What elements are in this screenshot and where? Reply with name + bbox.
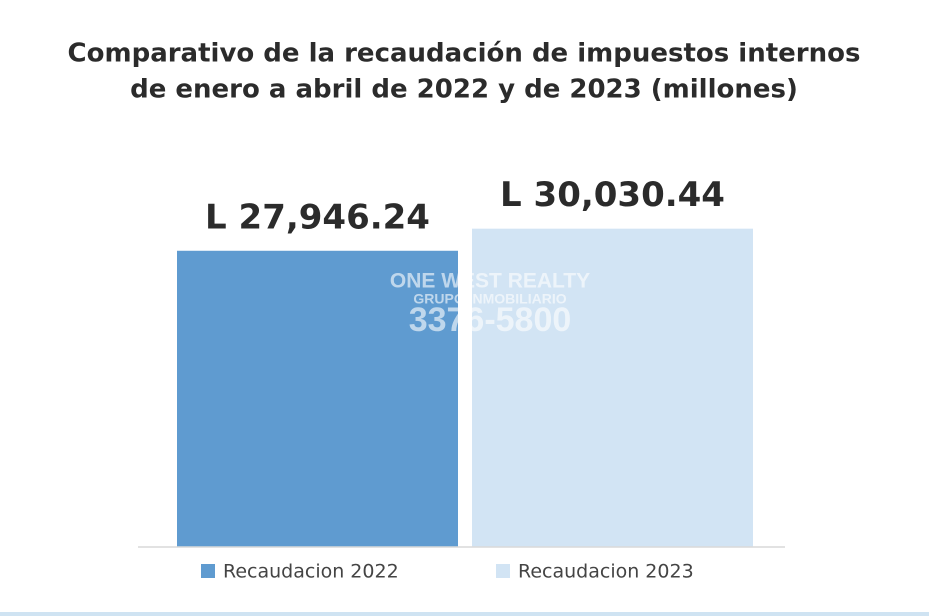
watermark: ONE WEST REALTY xyxy=(390,270,590,293)
bottom-edge xyxy=(0,612,929,616)
chart-title: de enero a abril de 2022 y de 2023 (mill… xyxy=(130,75,798,105)
chart-title: Comparativo de la recaudación de impuest… xyxy=(68,39,861,69)
legend-swatch xyxy=(201,564,215,578)
bar xyxy=(472,228,753,547)
legend-label: Recaudacion 2022 xyxy=(223,561,399,583)
legend-swatch xyxy=(496,564,510,578)
watermark: GRUPO INMOBILIARIO xyxy=(413,291,566,307)
legend-label: Recaudacion 2023 xyxy=(518,561,694,583)
bar xyxy=(177,250,458,548)
watermark: 3376-5800 xyxy=(409,301,572,339)
value-label: L 27,946.24 xyxy=(205,197,430,237)
value-label: L 30,030.44 xyxy=(500,175,725,215)
